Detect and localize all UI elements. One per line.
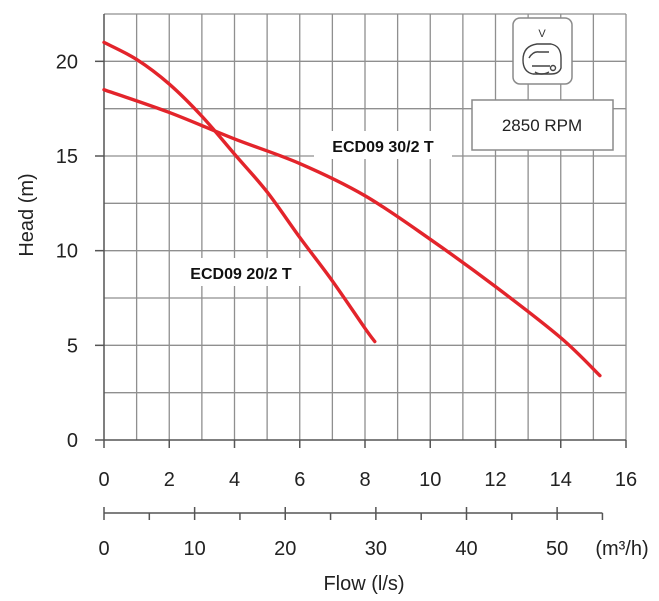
y-axis-title: Head (m) (16, 173, 38, 256)
motor-icon (522, 43, 562, 75)
x2-tick-label: 40 (455, 538, 477, 560)
y-tick-label: 15 (56, 146, 78, 168)
x-tick-label: 8 (359, 469, 370, 491)
motor-badge: V (512, 17, 573, 85)
rpm-label: 2850 RPM (502, 116, 582, 135)
x2-tick-label: 50 (546, 538, 568, 560)
x-tick-label: 2 (164, 469, 175, 491)
x-tick-label: 14 (550, 469, 572, 491)
x-tick-label: 12 (484, 469, 506, 491)
axes: 0 5 10 15 20 0 2 4 6 8 10 12 14 16 0 10 20 30 40 50 (56, 14, 637, 560)
x-axis-title: Flow (l/s) (323, 573, 404, 595)
x2-tick-label: 0 (98, 538, 109, 560)
rpm-box (471, 99, 614, 151)
series-label-20: ECD09 20/2 T (190, 266, 292, 283)
y-tick-label: 0 (67, 430, 78, 452)
x2-tick-label: 10 (184, 538, 206, 560)
x-tick-label: 4 (229, 469, 240, 491)
x-tick-label: 6 (294, 469, 305, 491)
badge-letter: V (538, 28, 546, 40)
series-label-bg-20 (172, 258, 310, 286)
x2-tick-label: 30 (365, 538, 387, 560)
x2-tick-label: 20 (274, 538, 296, 560)
curves (102, 40, 602, 378)
y-tick-label: 5 (67, 335, 78, 357)
x-tick-label: 0 (98, 469, 109, 491)
y-tick-label: 10 (56, 241, 78, 263)
x2-unit-label: (m³/h) (595, 538, 648, 560)
y-tick-label: 20 (56, 51, 78, 73)
curve-ecd09-30-2-t (102, 88, 602, 378)
curve-ecd09-20-2-t (102, 40, 377, 344)
series-label-bg-30 (314, 131, 452, 159)
series-label-30: ECD09 30/2 T (332, 139, 434, 156)
x-tick-label: 16 (615, 469, 637, 491)
x-tick-label: 10 (419, 469, 441, 491)
